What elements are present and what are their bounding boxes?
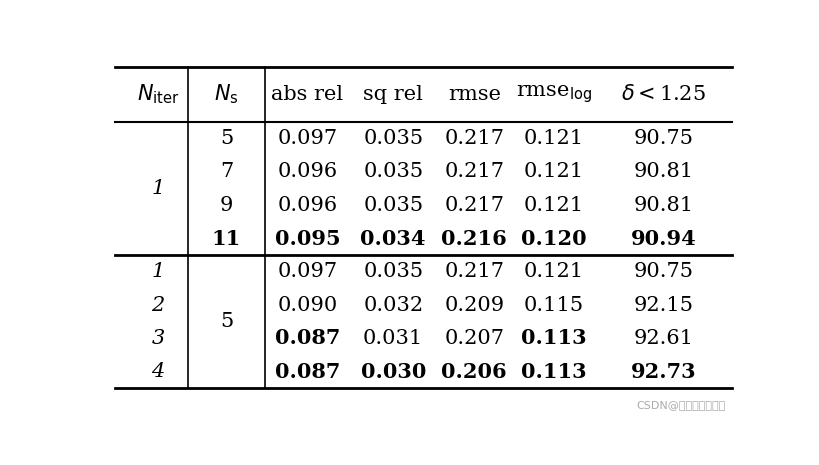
- Text: 0.030: 0.030: [360, 362, 425, 382]
- Text: 3: 3: [152, 329, 165, 348]
- Text: 92.73: 92.73: [630, 362, 695, 382]
- Text: 9: 9: [219, 196, 233, 215]
- Text: $N_{\mathrm{s}}$: $N_{\mathrm{s}}$: [214, 82, 238, 106]
- Text: 0.217: 0.217: [444, 129, 504, 148]
- Text: 4: 4: [152, 362, 165, 381]
- Text: 0.032: 0.032: [363, 296, 423, 315]
- Text: 7: 7: [219, 162, 233, 181]
- Text: 5: 5: [219, 312, 233, 332]
- Text: 5: 5: [219, 129, 233, 148]
- Text: 0.031: 0.031: [363, 329, 423, 348]
- Text: 90.81: 90.81: [632, 196, 693, 215]
- Text: 0.095: 0.095: [274, 229, 340, 249]
- Text: 2: 2: [152, 296, 165, 315]
- Text: 0.207: 0.207: [444, 329, 504, 348]
- Text: 1: 1: [152, 262, 165, 281]
- Text: 0.034: 0.034: [360, 229, 426, 249]
- Text: rmse$_{\mathrm{log}}$: rmse$_{\mathrm{log}}$: [515, 83, 591, 105]
- Text: 0.206: 0.206: [441, 362, 506, 382]
- Text: 0.090: 0.090: [277, 296, 337, 315]
- Text: 0.087: 0.087: [274, 328, 340, 348]
- Text: sq rel: sq rel: [363, 85, 423, 104]
- Text: 0.035: 0.035: [363, 262, 423, 281]
- Text: 90.94: 90.94: [630, 229, 695, 249]
- Text: 0.217: 0.217: [444, 262, 504, 281]
- Text: 0.097: 0.097: [277, 262, 337, 281]
- Text: 1: 1: [152, 179, 165, 198]
- Text: 92.15: 92.15: [632, 296, 693, 315]
- Text: 0.217: 0.217: [444, 196, 504, 215]
- Text: 0.097: 0.097: [277, 129, 337, 148]
- Text: 0.217: 0.217: [444, 162, 504, 181]
- Text: rmse: rmse: [447, 85, 500, 104]
- Text: 0.035: 0.035: [363, 196, 423, 215]
- Text: 0.087: 0.087: [274, 362, 340, 382]
- Text: 90.75: 90.75: [632, 262, 693, 281]
- Text: 0.216: 0.216: [441, 229, 506, 249]
- Text: 0.121: 0.121: [523, 196, 583, 215]
- Text: 0.096: 0.096: [277, 162, 337, 181]
- Text: $\delta$$<$1.25: $\delta$$<$1.25: [620, 84, 705, 104]
- Text: 11: 11: [211, 229, 241, 249]
- Text: $N_{\mathrm{iter}}$: $N_{\mathrm{iter}}$: [137, 82, 179, 106]
- Text: 0.121: 0.121: [523, 262, 583, 281]
- Text: 0.121: 0.121: [523, 162, 583, 181]
- Text: CSDN@华科阳小第一名: CSDN@华科阳小第一名: [636, 400, 724, 410]
- Text: 90.81: 90.81: [632, 162, 693, 181]
- Text: 92.61: 92.61: [632, 329, 693, 348]
- Text: 0.035: 0.035: [363, 129, 423, 148]
- Text: 0.209: 0.209: [444, 296, 504, 315]
- Text: abs rel: abs rel: [271, 85, 343, 104]
- Text: 0.121: 0.121: [523, 129, 583, 148]
- Text: 0.113: 0.113: [520, 328, 586, 348]
- Text: 90.75: 90.75: [632, 129, 693, 148]
- Text: 0.113: 0.113: [520, 362, 586, 382]
- Text: 0.035: 0.035: [363, 162, 423, 181]
- Text: 0.096: 0.096: [277, 196, 337, 215]
- Text: 0.115: 0.115: [523, 296, 583, 315]
- Text: 0.120: 0.120: [520, 229, 586, 249]
